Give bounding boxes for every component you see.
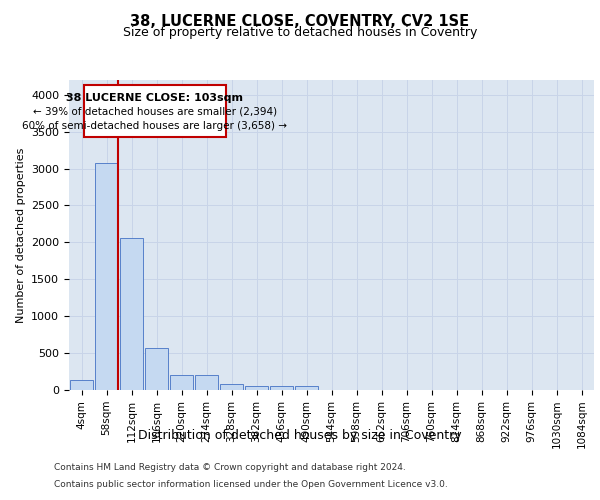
Text: 60% of semi-detached houses are larger (3,658) →: 60% of semi-detached houses are larger (… (22, 122, 287, 132)
Y-axis label: Number of detached properties: Number of detached properties (16, 148, 26, 322)
Bar (270, 386, 293, 390)
Bar (70, 380, 93, 390)
Text: 38 LUCERNE CLOSE: 103sqm: 38 LUCERNE CLOSE: 103sqm (66, 93, 243, 103)
Bar (95, 164, 118, 390)
Text: Contains HM Land Registry data © Crown copyright and database right 2024.: Contains HM Land Registry data © Crown c… (54, 464, 406, 472)
Text: 38, LUCERNE CLOSE, COVENTRY, CV2 1SE: 38, LUCERNE CLOSE, COVENTRY, CV2 1SE (130, 14, 470, 29)
Text: ← 39% of detached houses are smaller (2,394): ← 39% of detached houses are smaller (2,… (32, 107, 277, 117)
Bar (170, 375, 193, 390)
Bar (295, 386, 318, 390)
Text: Size of property relative to detached houses in Coventry: Size of property relative to detached ho… (123, 26, 477, 39)
Text: Contains public sector information licensed under the Open Government Licence v3: Contains public sector information licen… (54, 480, 448, 489)
Bar (120, 238, 143, 390)
Bar (220, 384, 243, 390)
Bar (145, 348, 168, 390)
Bar (245, 386, 268, 390)
Text: Distribution of detached houses by size in Coventry: Distribution of detached houses by size … (138, 428, 462, 442)
Bar (195, 375, 218, 390)
FancyBboxPatch shape (83, 85, 226, 137)
